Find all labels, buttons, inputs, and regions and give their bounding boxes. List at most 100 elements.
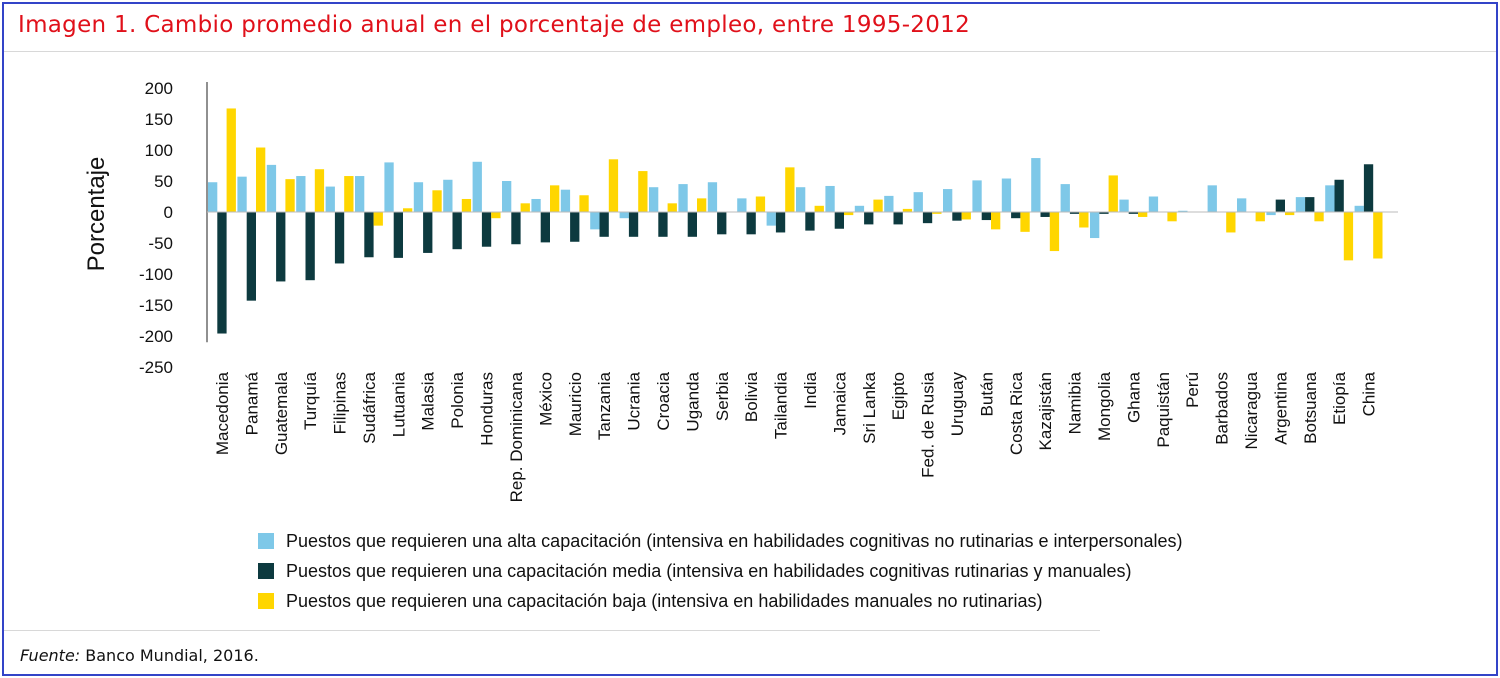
bar-media [746, 212, 756, 235]
bar-alta [913, 192, 923, 212]
x-category-label: Croacia [654, 371, 673, 430]
x-category-label: Argentina [1271, 371, 1290, 444]
title-divider [4, 51, 1496, 52]
bar-media [1069, 212, 1080, 214]
bar-alta [1090, 212, 1100, 239]
bar-alta [1148, 196, 1159, 212]
bar-alta [443, 179, 453, 212]
bar-alta [237, 176, 247, 212]
x-category-label: Turquía [301, 371, 320, 430]
x-category-label: Panamá [242, 371, 261, 435]
bar-alta [590, 212, 600, 230]
bar-alta [384, 162, 394, 212]
bar-baja [932, 212, 942, 214]
x-category-label: Lutuania [389, 371, 408, 437]
bar-alta [1266, 212, 1276, 216]
bar-media [628, 212, 639, 237]
bar-alta [678, 184, 688, 212]
x-category-label: Tailandia [772, 371, 791, 439]
x-category-label: Jamaica [830, 371, 849, 435]
bar-baja [256, 147, 266, 212]
bar-media [246, 212, 256, 301]
legend-swatch-alta [258, 533, 274, 549]
bar-baja [1285, 212, 1295, 216]
x-category-label: México [536, 372, 555, 426]
x-category-label: Malasia [419, 371, 438, 430]
source-text: Banco Mundial, 2016. [80, 646, 259, 665]
x-category-label: Rep. Dominicana [507, 371, 526, 502]
legend-label-baja: Puestos que requieren una capacitación b… [286, 590, 1043, 611]
bar-baja [1020, 212, 1030, 232]
bar-media [687, 212, 697, 237]
x-category-label: Etiopía [1330, 371, 1349, 424]
legend-item-alta: Puestos que requieren una alta capacitac… [258, 526, 1183, 556]
bar-alta [1295, 197, 1306, 212]
x-category-label: Mongolia [1095, 371, 1114, 441]
x-category-label: Filipinas [331, 372, 350, 434]
bar-alta [1001, 178, 1012, 212]
bar-media [511, 212, 521, 245]
bar-baja [1373, 212, 1383, 259]
bar-baja [1138, 212, 1148, 217]
x-category-label: Perú [1183, 372, 1202, 408]
bar-baja [814, 205, 824, 212]
bar-alta [208, 182, 218, 212]
bar-baja [403, 208, 413, 212]
chart-legend: Puestos que requieren una alta capacitac… [258, 526, 1183, 616]
x-category-label: Namibia [1066, 371, 1085, 434]
bar-media [658, 212, 668, 237]
bar-baja [226, 108, 236, 212]
bar-alta [943, 189, 953, 212]
figure-title: Imagen 1. Cambio promedio anual en el po… [18, 12, 971, 38]
bar-baja [1049, 212, 1060, 252]
source-divider [4, 630, 1100, 631]
bar-baja [520, 203, 530, 212]
bar-media [717, 212, 727, 235]
bar-alta [854, 205, 865, 212]
bar-media [1040, 212, 1050, 217]
bar-alta [1325, 185, 1335, 212]
bar-media [893, 212, 903, 225]
bar-media [276, 212, 286, 282]
bar-alta [619, 212, 629, 219]
legend-label-alta: Puestos que requieren una alta capacitac… [286, 530, 1183, 551]
bar-media [834, 212, 844, 229]
bar-media [922, 212, 933, 224]
x-category-label: Tanzania [595, 371, 614, 440]
bar-alta [560, 189, 571, 212]
bar-media [1275, 199, 1285, 212]
bar-baja [873, 199, 883, 212]
legend-label-media: Puestos que requieren una capacitación m… [286, 560, 1132, 581]
legend-swatch-baja [258, 593, 274, 609]
bar-baja [491, 212, 501, 219]
bar-alta [413, 182, 424, 212]
bar-media [481, 212, 492, 247]
x-category-label: Uganda [683, 371, 702, 431]
bar-media [1128, 212, 1138, 214]
bar-baja [314, 169, 325, 212]
bar-alta [502, 181, 512, 212]
x-category-label: Bolivia [742, 371, 761, 422]
bar-baja [285, 179, 295, 212]
x-category-label: Fed. de Rusia [919, 371, 938, 477]
bar-media [1011, 212, 1021, 219]
x-category-label: Polonia [448, 371, 467, 428]
bar-media [452, 212, 462, 250]
y-tick-label: 100 [145, 141, 173, 160]
bar-media [570, 212, 580, 242]
bar-media [1334, 179, 1344, 212]
bar-alta [766, 212, 776, 226]
bar-baja [1167, 212, 1177, 222]
x-category-label: Costa Rica [1007, 371, 1026, 455]
bar-alta [1178, 210, 1188, 212]
bar-baja [785, 167, 795, 212]
bar-baja [902, 208, 913, 212]
bar-baja [697, 198, 707, 212]
bar-baja [344, 176, 354, 212]
bar-media [981, 212, 991, 221]
bar-alta [737, 198, 747, 212]
x-category-label: Egipto [889, 372, 908, 420]
bar-alta [1119, 199, 1129, 212]
x-category-label: Honduras [478, 372, 497, 446]
bar-alta [355, 176, 365, 212]
